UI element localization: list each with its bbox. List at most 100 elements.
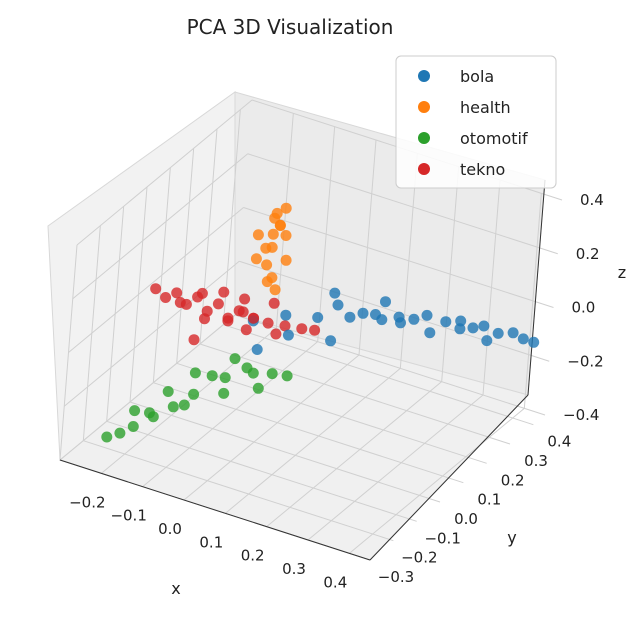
x-axis-line <box>59 459 371 561</box>
legend-marker-bola <box>418 70 430 82</box>
scatter-point-otomotif <box>114 427 126 439</box>
grid-line-z-back <box>239 260 550 362</box>
scatter-point-health <box>267 228 279 240</box>
scatter-point-bola <box>440 316 452 328</box>
scatter-point-bola <box>481 335 493 347</box>
scatter-point-tekno <box>309 324 321 336</box>
tick-labels: −0.2−0.10.00.10.20.30.4 −0.3−0.2−0.10.00.… <box>69 191 604 591</box>
scatter-point-tekno <box>268 297 280 309</box>
scatter-point-bola <box>507 327 519 339</box>
scatter-point-tekno <box>180 298 192 310</box>
grid-line-x-floor <box>266 381 442 528</box>
scatter-point-otomotif <box>188 388 200 400</box>
scatter-point-otomotif <box>281 370 293 382</box>
scatter-point-bola <box>251 344 263 355</box>
z-tick-label: 0.0 <box>572 299 596 317</box>
scatter-point-otomotif <box>162 386 174 397</box>
scatter-point-bola <box>424 327 436 339</box>
legend-label-tekno: tekno <box>460 160 505 179</box>
y-axis-line <box>369 394 529 561</box>
scatter-point-otomotif <box>127 421 139 432</box>
scatter-point-otomotif <box>218 387 230 399</box>
legend-label-otomotif: otomotif <box>460 129 528 148</box>
grid-line-z-back <box>247 153 558 255</box>
grid-line-x-floor <box>307 394 484 541</box>
scatter-point-tekno <box>201 305 213 317</box>
scatter-point-bola <box>408 313 420 325</box>
z-tick-label: −0.4 <box>563 406 599 424</box>
scatter-point-bola <box>528 336 540 348</box>
scatter-point-bola <box>395 317 406 329</box>
scatter-point-health <box>274 219 286 231</box>
scatter-point-tekno <box>239 293 251 305</box>
scatter-point-bola <box>344 311 356 323</box>
scatter-point-otomotif <box>101 431 113 443</box>
scatter-point-health <box>280 254 292 266</box>
scatter-point-bola <box>357 307 369 319</box>
grid-line-y-floor <box>83 440 394 542</box>
scatter-point-health <box>269 284 281 296</box>
z-axis-line <box>527 179 546 396</box>
scatter-point-health <box>266 241 278 253</box>
axis-lines <box>59 179 546 561</box>
x-tick-label: 0.4 <box>323 573 347 591</box>
scatter-point-otomotif <box>266 368 278 380</box>
grid-line-y-floor <box>153 382 464 484</box>
scatter-point-tekno <box>262 317 274 329</box>
scatter-point-health <box>261 259 273 271</box>
scatter-point-tekno <box>237 306 249 318</box>
y-tick-label: 0.1 <box>477 491 501 509</box>
scatter-point-bola <box>325 335 337 347</box>
chart-title: PCA 3D Visualization <box>187 15 394 39</box>
y-tick-label: −0.2 <box>401 549 437 567</box>
legend-marker-health <box>418 101 430 113</box>
scatter-point-tekno <box>240 324 252 336</box>
scatter-point-otomotif <box>219 372 231 384</box>
y-tick-label: −0.1 <box>424 529 460 547</box>
x-tick-label: −0.1 <box>110 507 146 525</box>
scatter-point-otomotif <box>206 370 218 382</box>
scatter-point-bola <box>380 296 391 308</box>
scatter-point-health <box>280 202 292 214</box>
legend-box <box>395 55 557 189</box>
grid-line-y-floor <box>106 420 417 522</box>
grid-line-z-left <box>76 99 253 246</box>
scatter-point-otomotif <box>129 405 141 417</box>
y-tick-label: 0.4 <box>547 433 571 451</box>
scatter-point-bola <box>329 287 341 299</box>
scatter-point-health <box>280 230 292 241</box>
scatter-point-tekno <box>188 334 200 346</box>
x-tick-label: −0.2 <box>69 493 105 511</box>
grid-line-x-floor <box>101 327 277 474</box>
scatter-point-bola <box>478 320 490 332</box>
scatter-point-bola <box>467 322 479 334</box>
scatter-point-bola <box>312 312 324 323</box>
y-axis-label: y <box>507 528 516 547</box>
grid-line-x-floor <box>225 367 401 514</box>
scatter-point-tekno <box>222 312 234 324</box>
grid-line-x-floor <box>183 354 360 501</box>
scatter-point-tekno <box>218 286 230 298</box>
scatter-point-otomotif <box>229 353 241 365</box>
scatter-point-bola <box>370 309 381 320</box>
legend: bola health otomotif tekno <box>395 55 557 189</box>
grid-line-y-floor <box>129 401 441 503</box>
z-tick-label: 0.2 <box>576 245 600 263</box>
scatter-points <box>101 202 540 443</box>
grid-line-y-floor <box>199 343 511 445</box>
scatter-point-otomotif <box>167 401 179 413</box>
z-tick-label: −0.2 <box>567 352 603 370</box>
scatter-point-tekno <box>212 298 224 310</box>
z-tick-label: 0.4 <box>580 191 604 209</box>
grid-line-z-left <box>72 153 249 300</box>
scatter-point-tekno <box>248 312 259 324</box>
scatter-point-tekno <box>270 328 282 340</box>
x-tick-label: 0.3 <box>282 560 306 578</box>
scatter-point-bola <box>454 323 466 335</box>
z-axis-label: z <box>618 263 626 282</box>
y-tick-label: 0.0 <box>454 510 478 528</box>
scatter-point-health <box>252 229 264 241</box>
y-tick-label: 0.3 <box>524 452 548 470</box>
y-tick-label: 0.2 <box>501 471 525 489</box>
